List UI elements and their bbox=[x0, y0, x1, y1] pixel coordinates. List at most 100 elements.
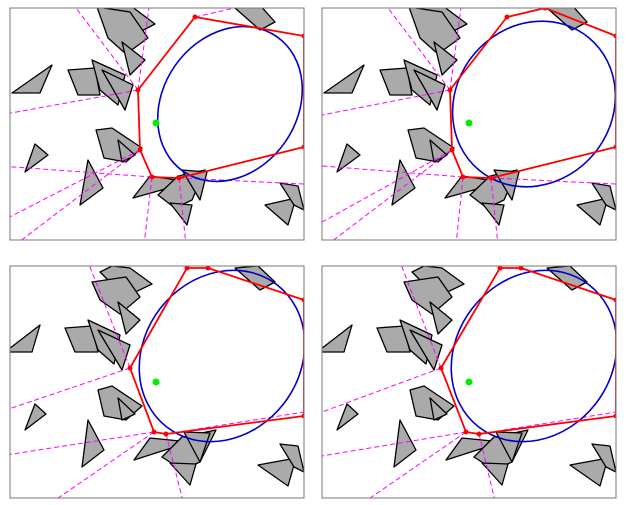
region-vertices-group bbox=[135, 14, 304, 181]
obstacle-polygon bbox=[117, 397, 136, 421]
region-vertex bbox=[137, 147, 143, 153]
panel-frame bbox=[9, 7, 305, 241]
region-vertices-group bbox=[127, 266, 304, 437]
region-vertex bbox=[542, 8, 548, 11]
obstacle-polygon bbox=[67, 67, 101, 96]
obstacle-polygon bbox=[24, 143, 49, 173]
seed-point bbox=[152, 378, 160, 386]
separating-line bbox=[10, 89, 139, 114]
convex-region-polygon bbox=[137, 16, 304, 179]
region-vertex bbox=[613, 144, 616, 150]
obstacle-polygon bbox=[376, 325, 411, 353]
separating-line bbox=[449, 8, 462, 91]
region-vertex bbox=[518, 266, 524, 271]
obstacle-polygon bbox=[336, 143, 361, 173]
region-vertex bbox=[127, 365, 133, 371]
separating-line bbox=[478, 433, 495, 498]
separating-line bbox=[478, 411, 616, 435]
obstacle-polygon bbox=[591, 182, 616, 211]
region-vertex bbox=[463, 429, 469, 435]
panel-frame bbox=[9, 265, 305, 499]
convex-region-polygon bbox=[440, 267, 616, 435]
region-vertex bbox=[192, 14, 198, 20]
separating-line bbox=[10, 431, 155, 455]
obstacle-polygon bbox=[24, 403, 47, 431]
inscribed-ellipse bbox=[450, 269, 616, 443]
separating-line bbox=[490, 177, 616, 185]
obstacle-polygon bbox=[264, 197, 297, 226]
region-vertex bbox=[504, 14, 510, 20]
region-vertex bbox=[449, 147, 455, 153]
convex-region-polygon bbox=[449, 8, 616, 179]
separating-line bbox=[10, 166, 153, 178]
panel-content bbox=[10, 266, 304, 498]
region-vertex bbox=[301, 413, 304, 419]
region-vertex bbox=[301, 297, 304, 303]
region-vertices-group bbox=[438, 266, 616, 437]
obstacles-group bbox=[11, 8, 304, 226]
obstacle-polygon bbox=[391, 159, 416, 206]
region-vertex bbox=[613, 297, 616, 303]
obstacle-polygon bbox=[408, 8, 461, 55]
obstacles-group bbox=[322, 266, 616, 487]
region-vertex bbox=[613, 33, 616, 39]
separating-line bbox=[10, 149, 141, 218]
obstacles-group bbox=[323, 8, 616, 226]
obstacle-polygon bbox=[169, 462, 197, 486]
region-vertex bbox=[488, 175, 494, 181]
region-vertex bbox=[301, 144, 304, 150]
obstacle-polygon bbox=[403, 276, 453, 315]
panel-bottom-left bbox=[9, 265, 305, 499]
obstacle-polygon bbox=[279, 443, 304, 473]
inscribed-ellipse bbox=[451, 20, 616, 188]
separating-line bbox=[332, 149, 453, 240]
separating-line bbox=[165, 411, 304, 435]
obstacle-polygon bbox=[433, 41, 458, 76]
obstacle-polygon bbox=[429, 301, 453, 335]
obstacle-polygon bbox=[81, 419, 105, 468]
seed-point bbox=[152, 119, 160, 127]
separating-line bbox=[401, 266, 442, 369]
panel-bottom-right bbox=[321, 265, 617, 499]
obstacle-polygon bbox=[11, 64, 53, 94]
separating-lines-group bbox=[322, 266, 616, 498]
panel-top-right bbox=[321, 7, 617, 241]
obstacle-polygon bbox=[409, 329, 443, 371]
inscribed-ellipse bbox=[138, 269, 304, 443]
obstacle-polygon bbox=[279, 182, 304, 211]
region-vertex bbox=[205, 266, 211, 271]
separating-line bbox=[369, 431, 467, 498]
obstacle-polygon bbox=[429, 397, 448, 421]
separating-line bbox=[490, 177, 498, 240]
separating-line bbox=[20, 149, 141, 240]
panel-top-left bbox=[9, 7, 305, 241]
region-vertex bbox=[497, 266, 503, 271]
obstacle-polygon bbox=[234, 8, 276, 31]
convex-region-polygon bbox=[129, 267, 304, 435]
seed-point bbox=[465, 378, 473, 386]
separating-line bbox=[194, 8, 237, 18]
region-vertices-group bbox=[447, 8, 616, 181]
obstacle-polygon bbox=[79, 159, 104, 206]
region-vertex bbox=[135, 87, 141, 93]
obstacle-polygon bbox=[257, 457, 297, 487]
separating-lines-group bbox=[10, 8, 304, 240]
obstacle-polygon bbox=[234, 266, 276, 291]
panel-content bbox=[10, 8, 304, 240]
obstacle-polygon bbox=[336, 403, 359, 431]
region-vertex bbox=[301, 33, 304, 39]
obstacle-polygon bbox=[481, 462, 509, 486]
obstacle-polygon bbox=[591, 443, 616, 473]
region-vertex bbox=[438, 365, 444, 371]
separating-line bbox=[322, 431, 467, 457]
region-vertex bbox=[151, 429, 157, 435]
separating-line bbox=[165, 433, 183, 498]
separating-line bbox=[322, 165, 464, 178]
separating-line bbox=[57, 431, 155, 498]
obstacle-polygon bbox=[101, 69, 134, 111]
separating-lines-group bbox=[10, 266, 304, 498]
region-vertex bbox=[460, 174, 466, 180]
separating-line bbox=[10, 367, 131, 410]
